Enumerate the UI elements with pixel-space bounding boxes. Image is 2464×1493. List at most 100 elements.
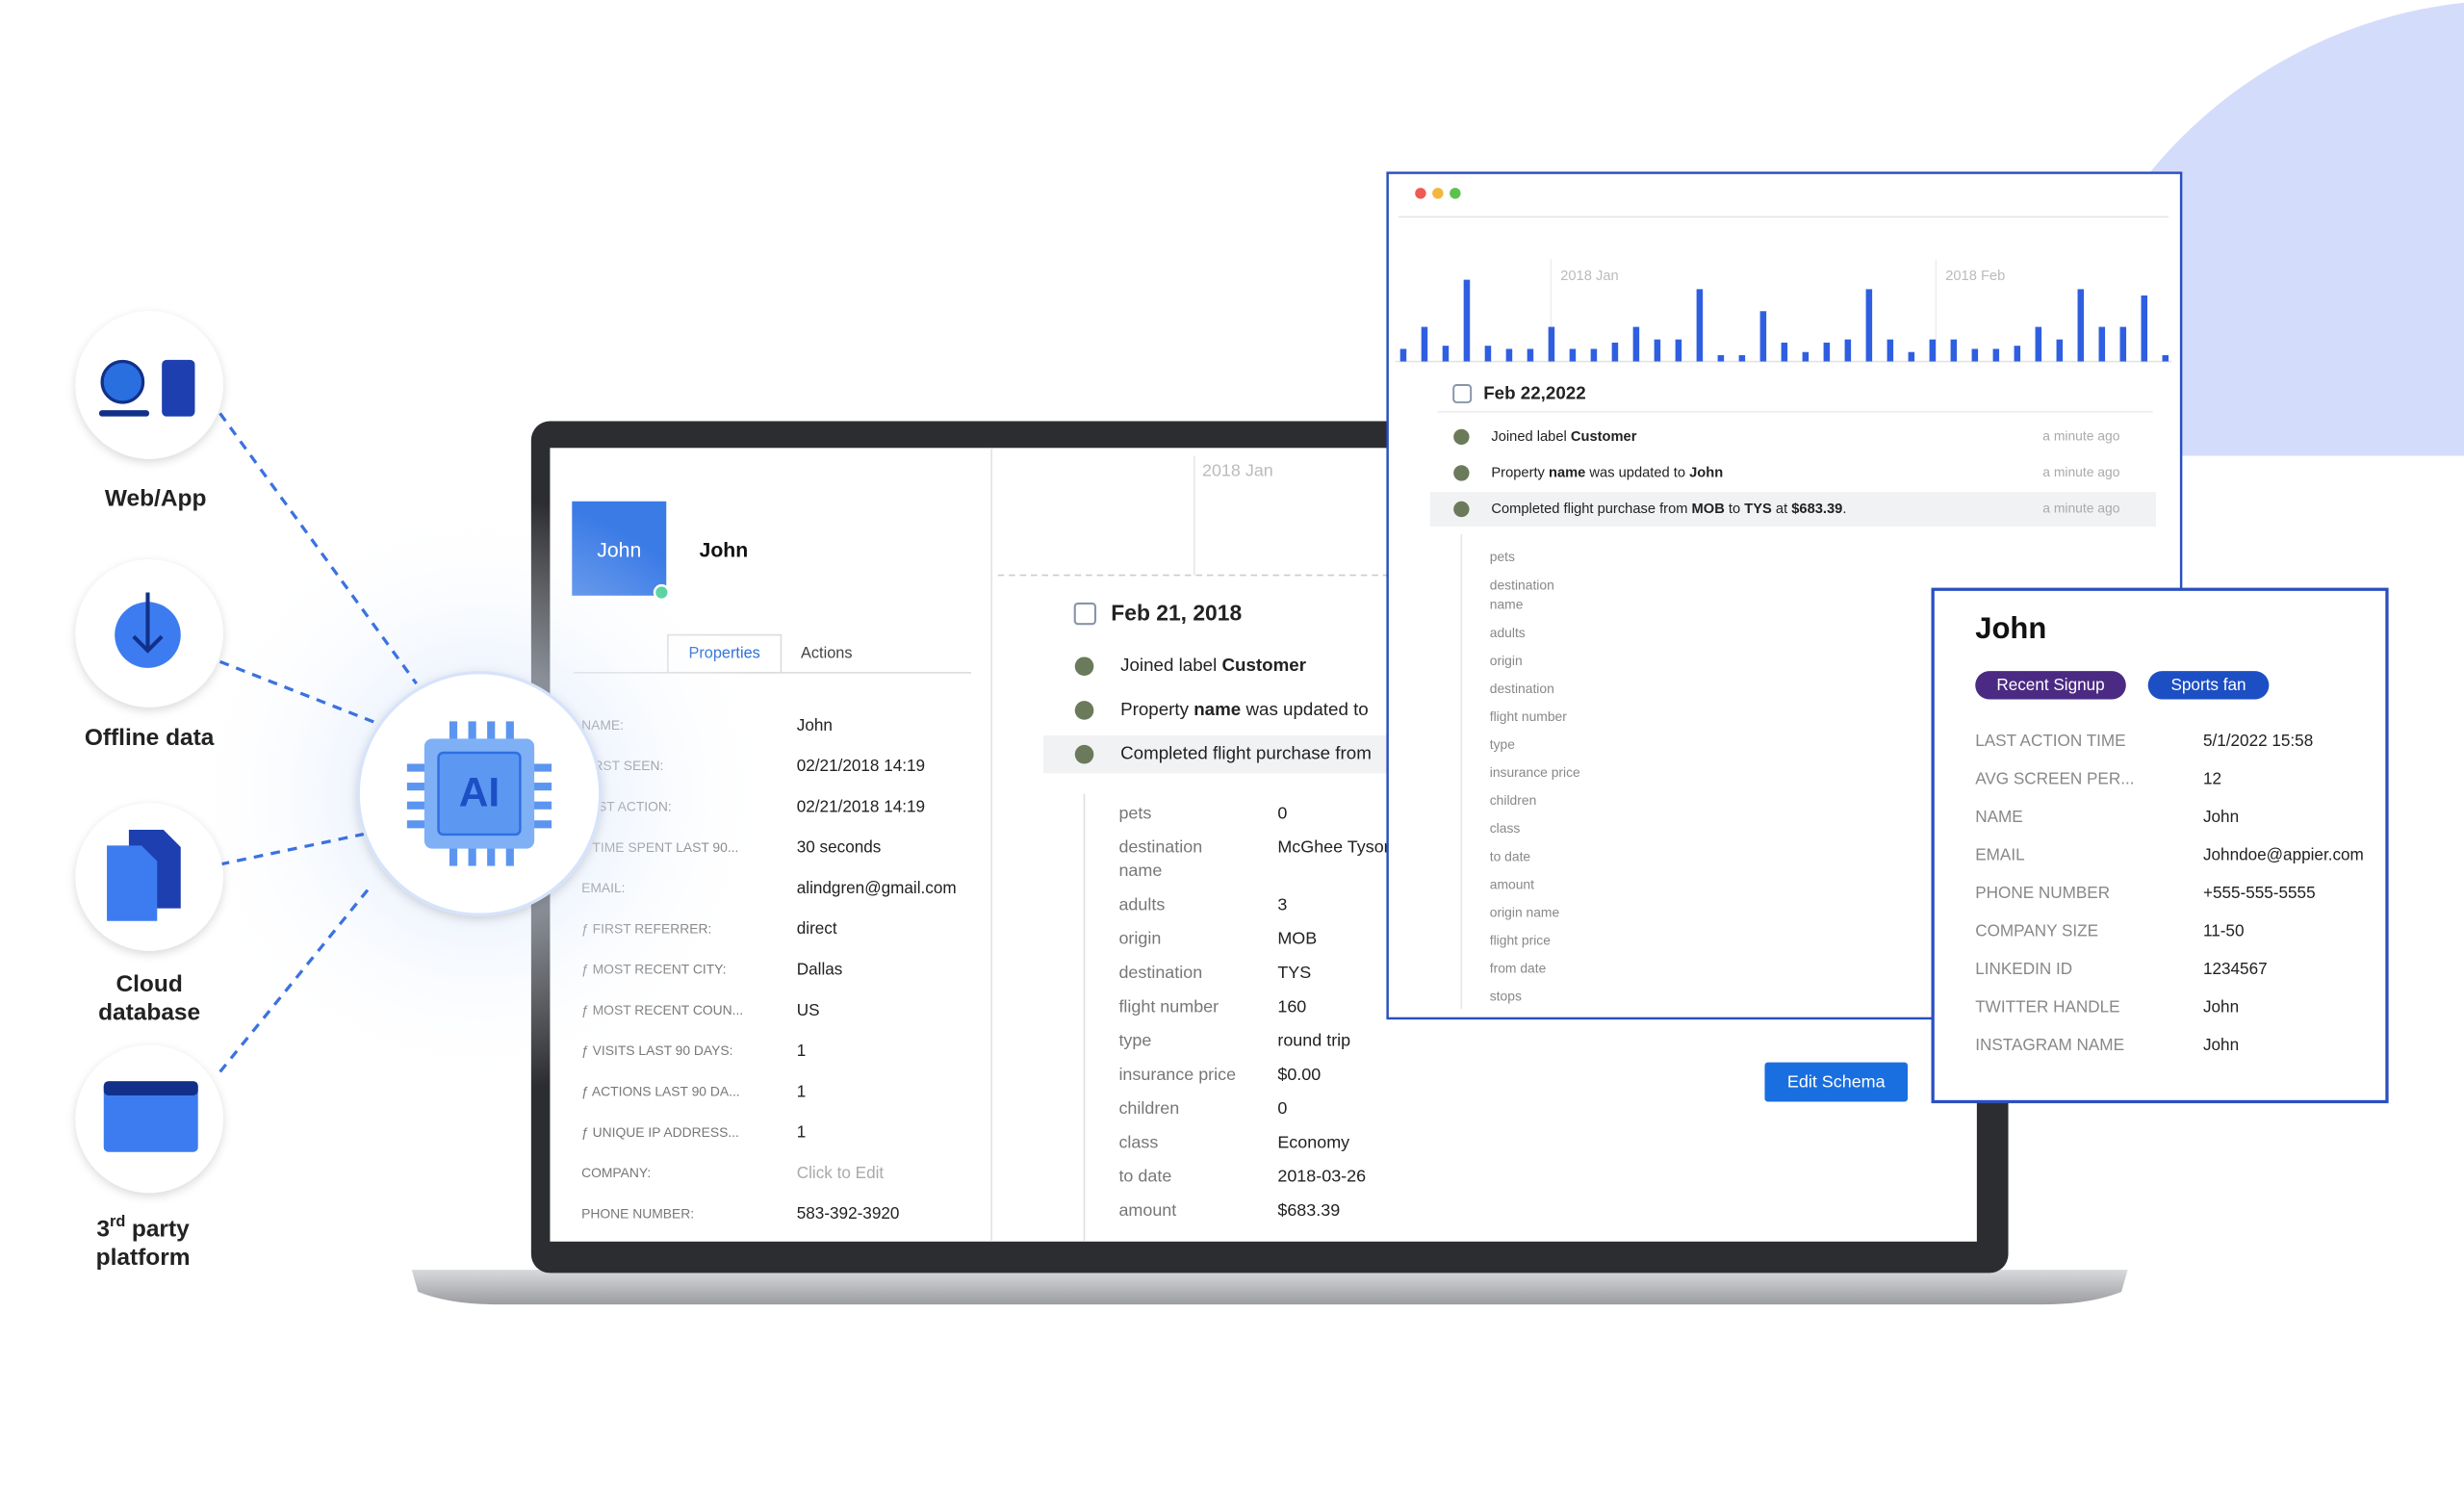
chip-label: AI [459,769,500,814]
property-value: 30 seconds [797,837,882,857]
detail-value: MOB [1277,929,1317,948]
text-segment: Customer [1571,429,1637,445]
detail-value: Economy [1277,1132,1349,1151]
card-value: John [2203,997,2239,1017]
bar [2014,346,2021,362]
bar [1442,346,1450,362]
icon-doc [107,845,158,921]
bar [2162,354,2169,362]
tag-label: Recent Signup [1996,675,2104,694]
button-label[interactable]: Edit Schema [1787,1072,1886,1092]
card-name: John [1975,611,2046,645]
bar [1971,348,1979,362]
window-dot [1415,188,1426,199]
detail-value: 3 [1277,894,1287,914]
card-label: NAME [1975,807,2022,826]
field-label: origin name [1490,904,1560,919]
detail-label: flight number [1118,996,1219,1016]
detail-value: round trip [1277,1031,1350,1050]
detail-label: name [1118,861,1162,880]
field-label: destination [1490,681,1554,696]
card-label: COMPANY SIZE [1975,921,2098,940]
bar [1611,342,1619,362]
bar [1992,348,2000,362]
card-value: John [2203,807,2239,826]
event-icon [1074,656,1094,677]
bar [1654,339,1661,362]
connector [219,831,371,866]
window-dot [1432,188,1444,199]
bar [1759,311,1767,362]
bar [1505,348,1513,362]
tag [1975,671,2126,700]
text-segment: . [1842,502,1846,517]
bar [1802,351,1810,362]
bar [1569,348,1577,362]
bar [1696,289,1704,362]
bar [2077,289,2085,362]
event-highlight [1429,492,2156,527]
card-label: TWITTER HANDLE [1975,997,2119,1017]
detail-value: McGhee Tyson [1277,837,1393,857]
field-label: class [1490,820,1521,836]
bar [1675,339,1682,362]
bar [1463,279,1471,362]
bar [1632,326,1640,362]
bar [1844,339,1852,362]
event-icon [1074,744,1094,764]
text-segment: was updated to [1241,699,1369,719]
source-label: database [98,1000,200,1026]
bar [2141,295,2148,362]
bar [1548,326,1555,362]
event-text: Completed flight purchase from MOB to TY… [1491,502,1846,517]
text-segment: at [1772,502,1791,517]
source-label: Offline data [85,725,215,751]
text-segment: Completed flight purchase from [1120,743,1372,763]
bar [2119,326,2127,362]
tab[interactable]: Actions [801,644,853,661]
field-label: adults [1490,625,1526,640]
card-value: 5/1/2022 15:58 [2203,731,2313,750]
window-date: Feb 22,2022 [1483,383,1585,403]
window-dot [1450,188,1461,199]
property-label: ƒ ACTIONS LAST 90 DA... [581,1083,740,1098]
property-value[interactable]: Click to Edit [797,1163,885,1182]
timeline-date: Feb 21, 2018 [1111,600,1242,625]
detail-value: 2018-03-26 [1277,1167,1366,1186]
calendar-icon [1073,602,1097,626]
calendar-icon [1452,384,1473,403]
detail-label: adults [1118,894,1165,914]
event-time: a minute ago [2042,501,2119,516]
detail-label: pets [1118,803,1151,822]
icon-phone [162,359,195,417]
card-label: EMAIL [1975,845,2024,864]
property-value: alindgren@gmail.com [797,878,957,897]
event-icon [1453,465,1470,481]
detail-value: 160 [1277,996,1306,1016]
card-label: AVG SCREEN PER... [1975,769,2134,788]
source-label: platform [96,1245,191,1271]
source-label: Cloud [116,971,182,997]
detail-label: children [1118,1098,1179,1118]
property-value: John [797,715,833,734]
event-time: a minute ago [2042,428,2119,444]
card-value: +555-555-5555 [2203,883,2316,902]
detail-label: class [1118,1132,1158,1151]
field-label: to date [1490,848,1531,863]
icon-window-bar [103,1081,198,1095]
bar [1738,354,1746,362]
laptop-base [411,1270,2128,1305]
detail-value: 0 [1277,1098,1287,1118]
property-label: PHONE NUMBER: [581,1205,694,1221]
text-segment: $683.39 [1791,502,1842,517]
text-segment: to [1725,502,1744,517]
bar [2098,326,2106,362]
tag [2147,671,2270,700]
field-label: children [1490,792,1537,808]
card-label: INSTAGRAM NAME [1975,1035,2124,1054]
text-segment: Joined label [1120,655,1221,675]
button[interactable] [1764,1062,1909,1102]
text-segment: name [1194,699,1241,719]
property-value: 1 [797,1081,807,1100]
